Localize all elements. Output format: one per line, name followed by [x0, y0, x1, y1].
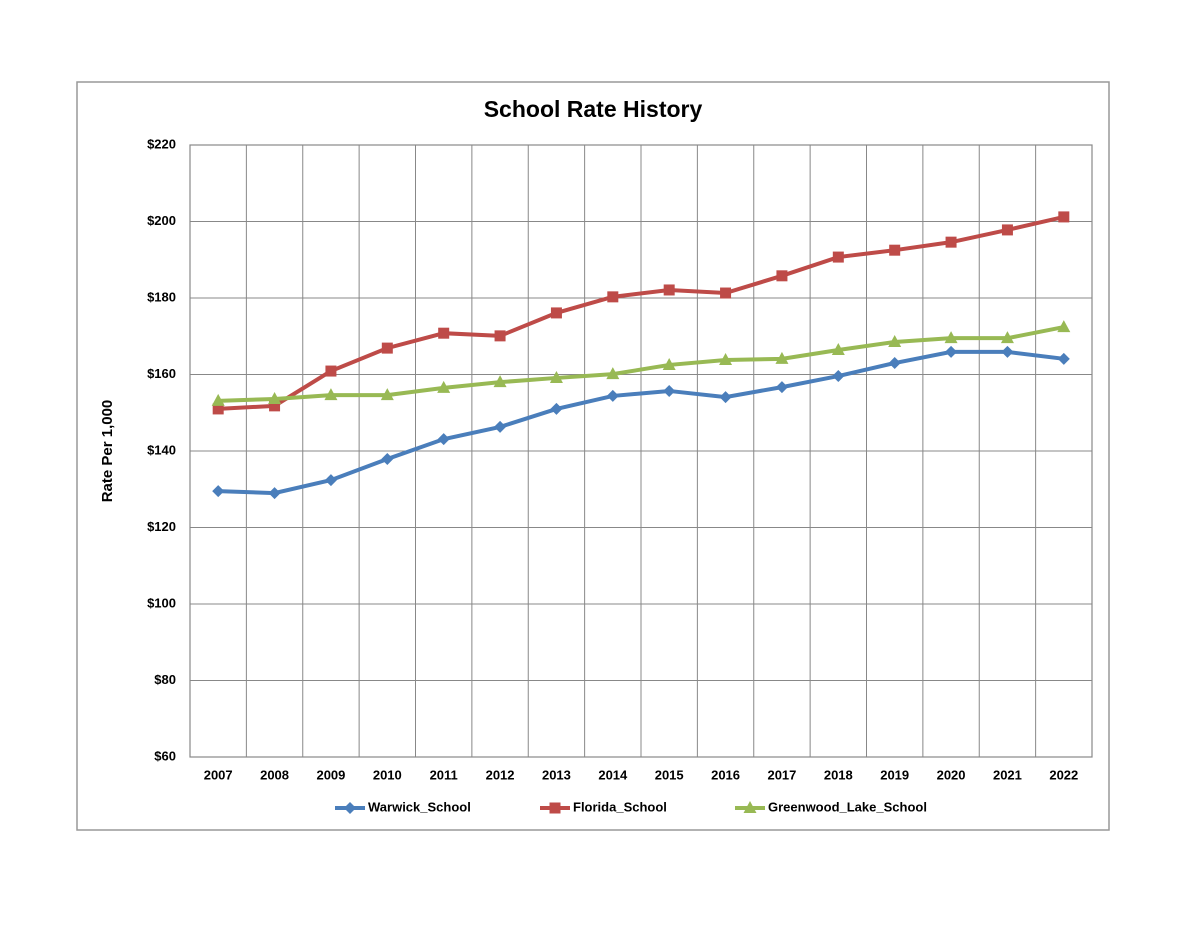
- marker: [268, 487, 281, 500]
- marker: [1001, 224, 1013, 236]
- marker: [550, 307, 562, 319]
- marker: [945, 345, 958, 358]
- legend-label: Warwick_School: [368, 799, 471, 814]
- marker: [607, 291, 619, 303]
- chart-title: School Rate History: [484, 96, 703, 122]
- marker: [719, 352, 733, 365]
- x-tick-label: 2010: [373, 767, 402, 782]
- y-tick-label: $200: [147, 213, 176, 228]
- marker: [212, 485, 225, 498]
- marker: [606, 389, 619, 402]
- x-tick-label: 2013: [542, 767, 571, 782]
- marker: [776, 270, 788, 282]
- marker: [832, 370, 845, 383]
- plot-border: [189, 144, 1093, 758]
- marker: [606, 367, 620, 380]
- y-tick-label: $120: [147, 519, 176, 534]
- x-tick-label: 2014: [598, 767, 628, 782]
- marker: [381, 342, 393, 354]
- series-line: [218, 349, 1065, 496]
- marker: [663, 384, 676, 397]
- marker: [549, 370, 563, 383]
- marker: [662, 357, 676, 370]
- x-tick-label: 2015: [655, 767, 684, 782]
- marker: [380, 388, 394, 401]
- marker: [381, 453, 394, 466]
- marker: [832, 251, 844, 263]
- marker: [775, 351, 789, 364]
- marker: [945, 236, 957, 248]
- marker: [775, 381, 788, 394]
- y-tick-label: $140: [147, 442, 176, 457]
- marker: [831, 343, 845, 356]
- legend-marker: [743, 801, 757, 813]
- y-axis-label: Rate Per 1,000: [99, 400, 116, 503]
- marker: [1057, 320, 1071, 333]
- marker: [437, 380, 451, 393]
- marker: [889, 244, 901, 256]
- x-tick-label: 2022: [1049, 767, 1078, 782]
- x-tick-label: 2009: [316, 767, 345, 782]
- marker: [324, 388, 338, 401]
- series-line: [218, 325, 1065, 403]
- marker: [494, 420, 507, 433]
- x-tick-label: 2007: [204, 767, 233, 782]
- marker: [719, 391, 732, 404]
- x-tick-label: 2012: [486, 767, 515, 782]
- x-tick-label: 2020: [937, 767, 966, 782]
- y-tick-label: $180: [147, 289, 176, 304]
- marker: [720, 287, 732, 299]
- y-tick-label: $220: [147, 136, 176, 151]
- x-tick-label: 2021: [993, 767, 1022, 782]
- legend-marker: [549, 802, 561, 814]
- marker: [888, 357, 901, 370]
- marker: [269, 400, 281, 412]
- marker: [437, 433, 450, 446]
- marker: [663, 284, 675, 296]
- marker: [268, 391, 282, 404]
- x-tick-label: 2008: [260, 767, 289, 782]
- x-tick-label: 2011: [430, 767, 458, 782]
- x-tick-label: 2016: [711, 767, 740, 782]
- marker: [494, 330, 506, 342]
- chart-frame: [76, 81, 1110, 831]
- marker: [324, 474, 337, 487]
- x-tick-label: 2017: [767, 767, 796, 782]
- marker: [1001, 345, 1014, 358]
- marker: [211, 393, 225, 406]
- marker: [550, 402, 563, 415]
- marker: [1000, 331, 1014, 344]
- marker: [438, 327, 450, 339]
- y-tick-label: $100: [147, 595, 176, 610]
- marker: [493, 375, 507, 388]
- legend-label: Greenwood_Lake_School: [768, 799, 927, 814]
- x-tick-label: 2019: [880, 767, 909, 782]
- marker: [1058, 211, 1070, 223]
- x-tick-label: 2018: [824, 767, 853, 782]
- marker: [888, 334, 902, 347]
- legend-label: Florida_School: [573, 799, 667, 814]
- series-line: [218, 214, 1065, 411]
- marker: [325, 365, 337, 377]
- marker: [1057, 352, 1070, 365]
- y-tick-label: $160: [147, 366, 176, 381]
- marker: [944, 331, 958, 344]
- legend-marker: [344, 802, 356, 814]
- y-tick-label: $60: [154, 748, 176, 763]
- y-tick-label: $80: [154, 672, 176, 687]
- marker: [212, 403, 224, 415]
